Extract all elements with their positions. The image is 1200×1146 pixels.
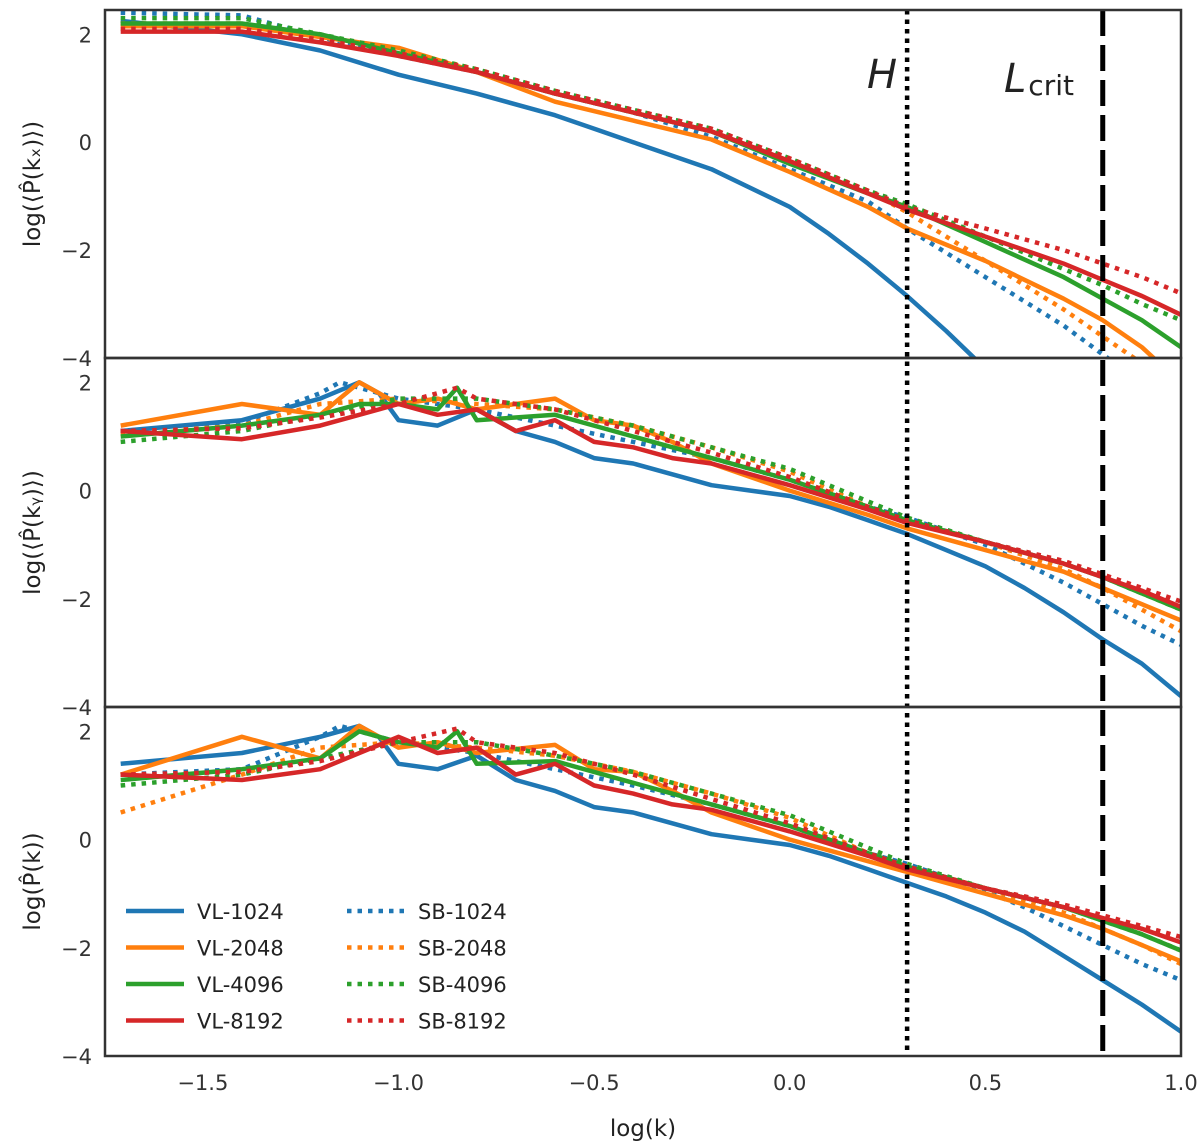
y-tick-label-ky: 0 xyxy=(79,480,92,504)
legend: VL-1024 SB-1024 VL-2048 SB-2048 VL-4096 SB-40… xyxy=(112,885,542,1050)
y-tick-label-k: −2 xyxy=(61,937,92,961)
y-tick-label-kx: −4 xyxy=(61,347,92,371)
series-sb-8192-kx xyxy=(120,26,1181,296)
series-vl-8192-kx xyxy=(120,29,1181,317)
series-sb-8192-ky xyxy=(120,385,1181,604)
x-tick-label: 0.5 xyxy=(969,1071,1002,1095)
legend-label-vl-2048: VL-2048 xyxy=(197,937,284,961)
x-tick-label: 1.0 xyxy=(1164,1071,1197,1095)
y-axis-labels: log(⟨P̂(kₓ)⟩) log(⟨P̂(kᵧ)⟩) log(P̂(k)) xyxy=(19,121,46,931)
annotation-lcrit: Lcrit xyxy=(1004,56,1074,102)
y-tick-label-k: 0 xyxy=(79,829,92,853)
y-tick-label-ky: −4 xyxy=(61,696,92,720)
series-sb-4096-k xyxy=(120,739,1181,953)
y-axis-label-k: log(P̂(k)) xyxy=(19,832,46,930)
series-sb-4096-ky xyxy=(120,396,1181,612)
series-sb-1024-kx xyxy=(120,10,1112,358)
panel-kx-series xyxy=(120,10,1181,358)
axes-frames xyxy=(103,8,1183,1058)
x-axis-label: log(k) xyxy=(610,1116,676,1142)
y-tick-label-kx: 0 xyxy=(79,131,92,155)
axis-ticks: 20−2−420−2−420−2−4−1.5 −1.0 −0.5 0.0 0.5 1.0 xyxy=(61,23,1198,1095)
series-sb-2048-kx xyxy=(120,21,1139,358)
y-tick-label-kx: −2 xyxy=(61,239,92,263)
legend-label-sb-2048: SB-2048 xyxy=(418,937,507,961)
y-tick-label-ky: −2 xyxy=(61,588,92,612)
x-tick-label: 0.0 xyxy=(773,1071,806,1095)
y-tick-label-k: −4 xyxy=(61,1045,92,1069)
y-axis-label-ky: log(⟨P̂(kᵧ)⟩) xyxy=(19,470,46,595)
annotation-h: H xyxy=(867,52,897,98)
x-tick-label: −1.5 xyxy=(177,1071,228,1095)
series-sb-8192-k xyxy=(120,726,1181,940)
y-tick-label-ky: 2 xyxy=(79,371,92,395)
y-axis-label-kx: log(⟨P̂(kₓ)⟩) xyxy=(19,121,46,247)
legend-label-vl-8192: VL-8192 xyxy=(197,1010,284,1034)
reference-lines xyxy=(904,10,1106,1056)
y-tick-label-k: 2 xyxy=(79,720,92,744)
series-layer xyxy=(120,10,1181,1034)
y-tick-label-kx: 2 xyxy=(79,23,92,47)
panel-k-frame xyxy=(103,705,1183,1058)
panel-ky-series xyxy=(120,380,1181,698)
series-vl-1024-kx xyxy=(120,18,978,358)
legend-label-vl-4096: VL-4096 xyxy=(197,973,284,997)
x-tick-label: −1.0 xyxy=(373,1071,424,1095)
panel-ky-frame xyxy=(103,356,1183,709)
legend-label-vl-1024: VL-1024 xyxy=(197,900,284,924)
series-sb-2048-k xyxy=(120,739,1181,967)
series-vl-2048-ky xyxy=(120,380,1181,623)
x-tick-label: −0.5 xyxy=(569,1071,620,1095)
legend-label-sb-4096: SB-4096 xyxy=(418,973,507,997)
legend-label-sb-1024: SB-1024 xyxy=(418,900,507,924)
series-sb-2048-ky xyxy=(120,396,1181,634)
panel-k-series xyxy=(120,723,1181,1034)
series-vl-8192-ky xyxy=(120,401,1181,609)
legend-label-sb-8192: SB-8192 xyxy=(418,1010,507,1034)
